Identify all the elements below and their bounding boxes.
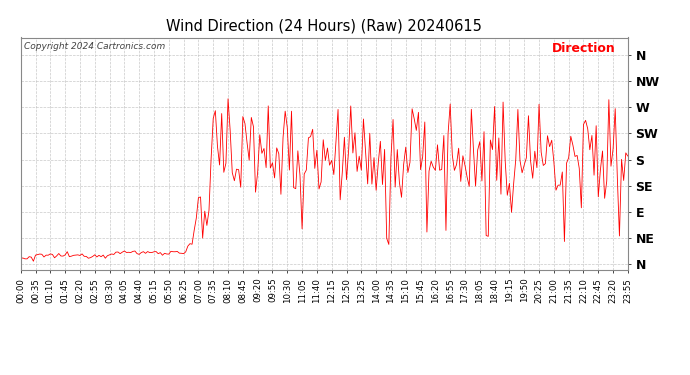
Title: Wind Direction (24 Hours) (Raw) 20240615: Wind Direction (24 Hours) (Raw) 20240615 xyxy=(166,18,482,33)
Text: Copyright 2024 Cartronics.com: Copyright 2024 Cartronics.com xyxy=(23,42,165,51)
Text: Direction: Direction xyxy=(552,42,615,55)
